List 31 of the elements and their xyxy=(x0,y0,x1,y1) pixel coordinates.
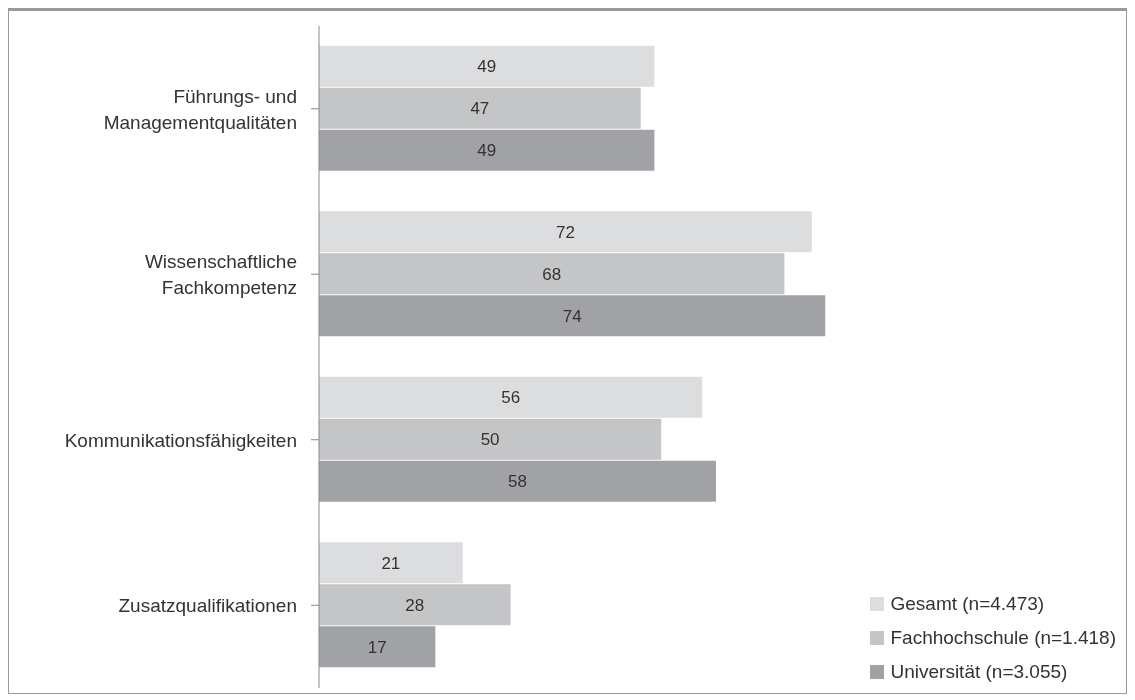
data-label: 21 xyxy=(381,553,401,573)
y-tick-label: Führungs- und Managementqualitäten xyxy=(103,85,297,133)
legend-label: Gesamt (n=4.473) xyxy=(890,592,1045,616)
bar xyxy=(319,87,641,129)
data-label: 49 xyxy=(477,57,497,77)
legend-label: Universität (n=3.055) xyxy=(890,660,1068,684)
data-label: 56 xyxy=(501,388,521,408)
bar xyxy=(319,584,511,626)
bar xyxy=(319,253,785,295)
y-tick-label: Kommunikationsfähigkeiten xyxy=(64,429,297,451)
data-label: 49 xyxy=(477,141,497,161)
data-label: 50 xyxy=(480,430,500,450)
bar xyxy=(319,626,436,668)
data-label: 47 xyxy=(470,99,490,119)
bar xyxy=(319,45,655,87)
bar xyxy=(319,295,826,337)
bar xyxy=(319,129,655,171)
data-label: 74 xyxy=(562,306,582,326)
data-label: 58 xyxy=(508,472,527,492)
bar xyxy=(319,376,703,418)
y-tick-label: Zusatzqualifikationen xyxy=(118,594,297,616)
data-label: 17 xyxy=(367,637,387,657)
data-label: 72 xyxy=(555,222,575,242)
bar xyxy=(319,460,716,502)
y-tick-label: Wissenschaftliche Fachkompetenz xyxy=(144,250,297,298)
bar xyxy=(319,211,812,253)
legend-label: Fachhochschule (n=1.418) xyxy=(890,626,1116,650)
bar xyxy=(319,418,662,460)
data-label: 28 xyxy=(405,595,425,615)
bar xyxy=(319,542,463,584)
data-label: 68 xyxy=(542,264,562,284)
